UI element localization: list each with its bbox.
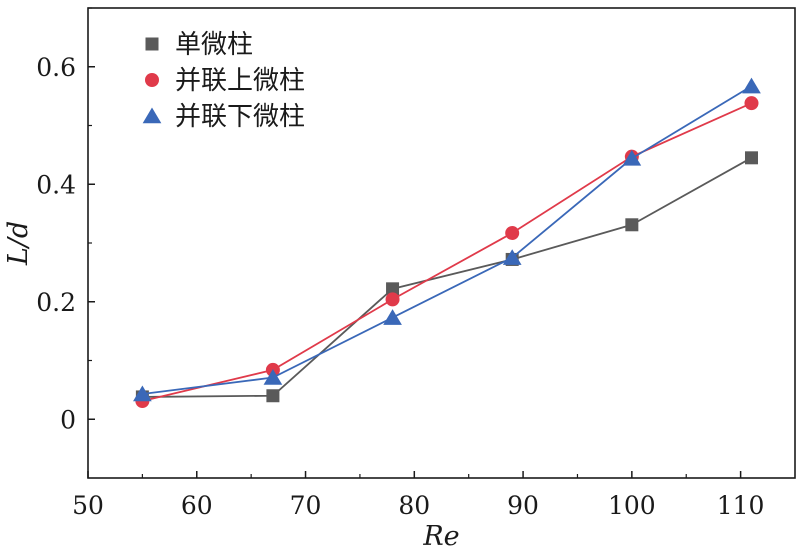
series-2 bbox=[135, 96, 759, 409]
series-line bbox=[142, 102, 752, 402]
x-tick-label-60: 60 bbox=[181, 491, 213, 520]
y-axis-title: L/d bbox=[3, 221, 34, 266]
series-layer bbox=[133, 77, 761, 409]
y-tick-label-0.2: 0.2 bbox=[36, 288, 76, 317]
data-point bbox=[622, 149, 642, 166]
legend-marker-1 bbox=[145, 37, 159, 51]
series-3 bbox=[133, 77, 761, 402]
legend-label-2: 并联上微柱 bbox=[175, 66, 305, 96]
legend-label-1: 单微柱 bbox=[175, 30, 253, 60]
data-point bbox=[505, 226, 520, 241]
data-point bbox=[742, 77, 761, 94]
data-point bbox=[744, 151, 758, 165]
x-tick-label-50: 50 bbox=[72, 491, 104, 520]
data-point bbox=[744, 96, 759, 111]
data-point bbox=[263, 369, 283, 385]
data-point bbox=[386, 282, 400, 296]
x-tick-label-80: 80 bbox=[398, 491, 430, 520]
data-point bbox=[502, 249, 522, 265]
legend-label-3: 并联下微柱 bbox=[175, 102, 305, 132]
y-tick-label-0.6: 0.6 bbox=[36, 53, 76, 82]
y-tick-label-0: 0 bbox=[60, 405, 76, 434]
x-tick-label-110: 110 bbox=[717, 491, 765, 520]
data-point bbox=[625, 218, 639, 232]
x-tick-label-70: 70 bbox=[290, 491, 322, 520]
legend-marker-2 bbox=[145, 73, 159, 87]
legend-marker-3 bbox=[142, 107, 162, 124]
series-line bbox=[142, 85, 752, 395]
plot-area: 50 60 70 80 90 100 110 0 0.2 0.4 0.6 bbox=[36, 7, 796, 520]
series-line bbox=[142, 157, 752, 398]
data-point bbox=[385, 292, 400, 307]
series-1 bbox=[135, 151, 758, 404]
y-tick-label-0.4: 0.4 bbox=[36, 170, 76, 199]
x-tick-label-90: 90 bbox=[507, 491, 539, 520]
x-tick-label-100: 100 bbox=[608, 491, 656, 520]
axis-labels: Re L/d bbox=[3, 221, 460, 551]
data-point bbox=[266, 389, 280, 403]
data-point bbox=[133, 385, 152, 402]
data-point bbox=[383, 309, 402, 325]
x-axis-title: Re bbox=[422, 521, 459, 551]
